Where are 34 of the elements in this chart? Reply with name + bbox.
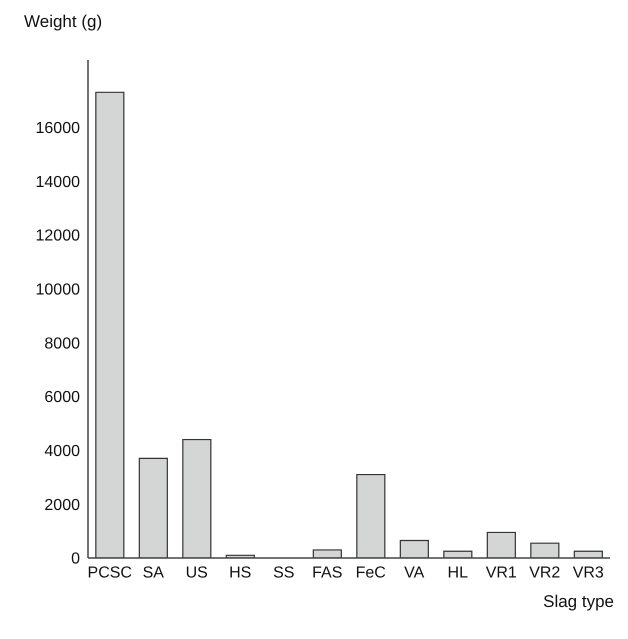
bar <box>486 532 516 558</box>
x-axis-title: Slag type <box>543 592 614 612</box>
bar <box>312 549 342 558</box>
y-tick-label: 8000 <box>44 335 80 352</box>
y-tick-label: 12000 <box>36 228 80 245</box>
y-tick-label: 14000 <box>36 174 80 191</box>
x-tick-label: VR1 <box>486 564 517 582</box>
x-tick-label: VR3 <box>572 564 604 582</box>
x-tick-label: PCSC <box>88 564 132 582</box>
bar <box>182 438 212 558</box>
bar <box>138 458 168 558</box>
bar <box>356 474 386 558</box>
bar <box>574 550 603 558</box>
x-tick-label: VR2 <box>529 564 560 582</box>
y-tick-label: 16000 <box>36 120 80 137</box>
x-tick-label: SS <box>273 564 294 582</box>
y-tick-label: 2000 <box>44 496 80 514</box>
y-tick-label: 10000 <box>36 281 80 298</box>
bar <box>226 554 255 558</box>
x-tick-label: SA <box>142 564 164 582</box>
x-tick-label: FeC <box>356 564 386 582</box>
y-tick-label: 4000 <box>44 443 80 460</box>
y-tick-label: 6000 <box>44 389 80 406</box>
bar <box>530 542 560 558</box>
x-tick-label: FAS <box>312 564 342 582</box>
x-tick-label: HL <box>448 564 468 582</box>
y-tick-label: 0 <box>71 550 80 568</box>
x-tick-label: VA <box>404 564 425 582</box>
x-tick-label: US <box>186 564 208 582</box>
bar <box>400 540 429 558</box>
y-axis-title: Weight (g) <box>24 12 102 32</box>
bar <box>95 92 124 558</box>
x-tick-label: HS <box>229 564 252 582</box>
bar <box>443 550 472 558</box>
